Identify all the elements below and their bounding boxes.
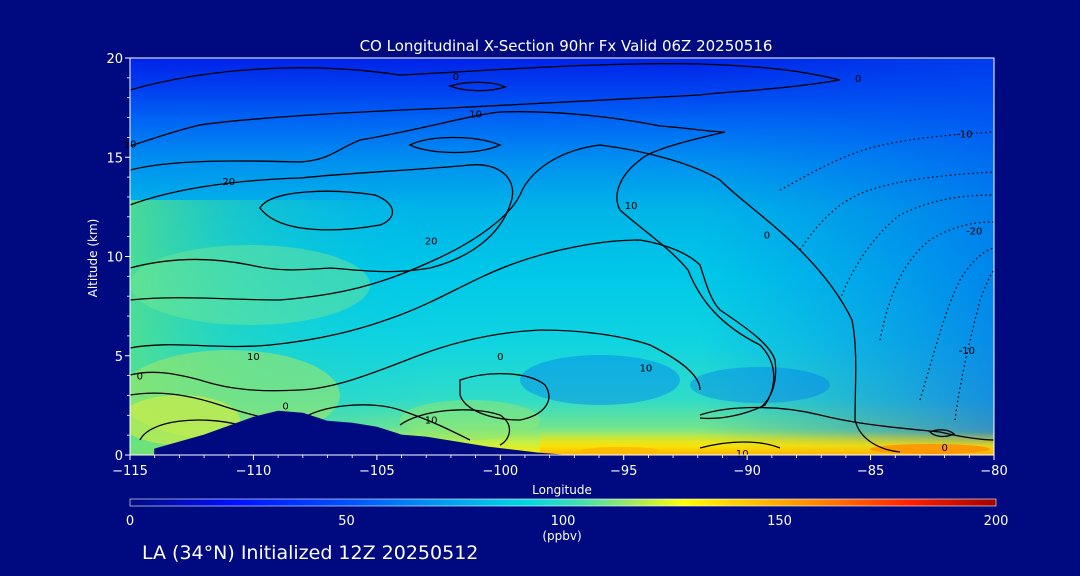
contour-label: 10 [469,110,482,121]
contour-label: 10 [247,352,260,363]
colorbar-ticks: 0 50 100 150 200 [126,514,1009,529]
contour-label: -20 [966,227,982,238]
colorbar-tick-label: 0 [126,514,134,529]
x-tick-label: −105 [359,464,395,479]
contour-label: 0 [855,74,861,85]
colorbar-units: (ppbv) [542,529,581,543]
contour-label: 20 [222,177,235,188]
colorbar [129,498,997,507]
contour-label: -10 [956,129,972,140]
co-anomaly-contours [130,63,994,453]
x-tick-label: −100 [482,464,518,479]
y-tick-label: 10 [106,251,123,266]
colorbar-tick-label: 150 [767,514,792,529]
x-tick-label: −115 [112,464,148,479]
x-axis-label: Longitude [532,483,592,497]
footer-caption: LA (34°N) Initialized 12Z 20250512 [142,542,479,564]
y-tick-label: 15 [106,151,123,166]
negative-contours [779,131,994,421]
contour-label: 0 [764,231,770,242]
colorbar-tick-label: 100 [551,514,576,529]
y-tick-label: 20 [106,52,123,67]
contour-label: 0 [941,443,947,454]
x-tick-label: −95 [610,464,637,479]
contour-label: -10 [959,346,975,357]
terrain-profile [154,410,563,455]
contour-label: 0 [282,401,288,412]
contour-label: 10 [640,364,653,375]
y-tick-label: 5 [115,350,123,365]
contour-label: 10 [425,415,438,426]
contour-label: 0 [453,72,459,83]
x-tick-label: −85 [857,464,884,479]
x-axis: −115 −110 −105 −100 −95 −90 −85 −80 [112,455,1008,479]
contour-label: 0 [497,352,503,363]
x-tick-label: −110 [236,464,272,479]
chart-title: CO Longitudinal X-Section 90hr Fx Valid … [360,37,773,55]
x-tick-label: −90 [733,464,760,479]
contour-label: 0 [137,372,143,383]
contour-label: 20 [425,237,438,248]
contour-label: 10 [625,201,638,212]
colorbar-tick-label: 50 [338,514,355,529]
y-tick-label: 0 [115,449,123,464]
x-tick-label: −80 [980,464,1007,479]
y-axis: 0 5 10 15 20 [106,52,130,464]
colorbar-tick-label: 200 [984,514,1009,529]
y-axis-label: Altitude (km) [86,219,100,298]
co-concentration-field [130,58,994,455]
